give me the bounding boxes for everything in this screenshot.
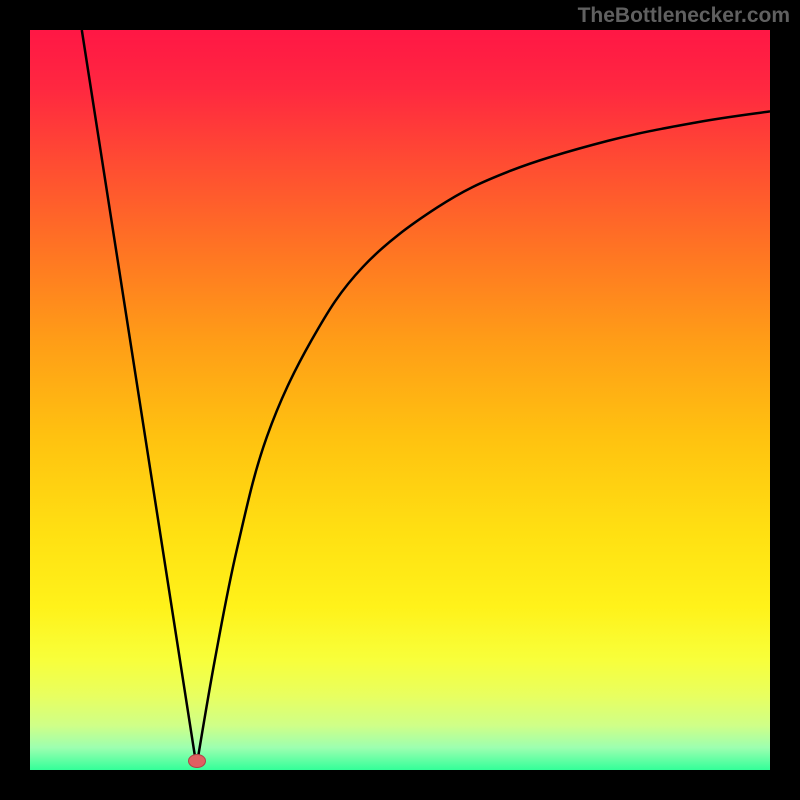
plot-area (30, 30, 770, 770)
minimum-marker (188, 754, 206, 768)
chart-container: TheBottlenecker.com (0, 0, 800, 800)
curve-path (82, 30, 770, 766)
watermark-text: TheBottlenecker.com (578, 4, 790, 28)
curve-svg (30, 30, 770, 770)
